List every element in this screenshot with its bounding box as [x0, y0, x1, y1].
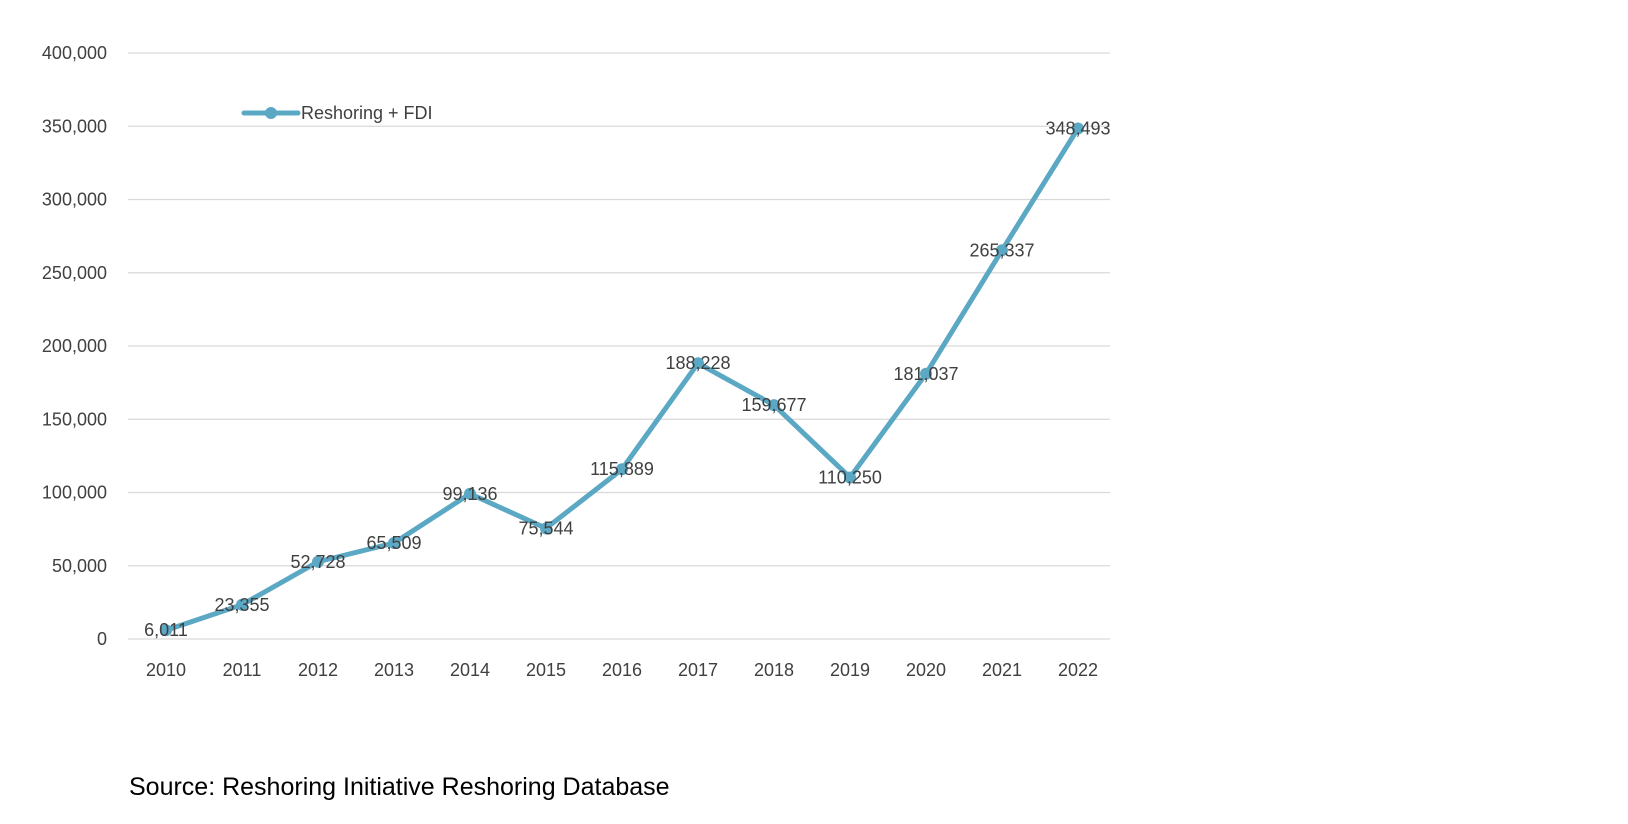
y-tick-label: 100,000 — [42, 483, 107, 503]
series-reshoring-fdi — [160, 122, 1084, 637]
y-tick-label: 0 — [97, 629, 107, 649]
x-axis-ticks: 2010 2011 2012 2013 2014 2015 2016 2017 2018 2019… — [146, 660, 1098, 680]
data-label: 99,136 — [442, 484, 497, 504]
x-tick-label: 2010 — [146, 660, 186, 680]
y-tick-label: 400,000 — [42, 43, 107, 63]
x-tick-label: 2011 — [223, 660, 262, 680]
x-tick-label: 2022 — [1058, 660, 1098, 680]
data-label: 110,250 — [818, 467, 882, 487]
y-tick-label: 50,000 — [52, 556, 107, 576]
data-point — [312, 555, 324, 568]
x-tick-label: 2013 — [374, 660, 414, 680]
x-tick-label: 2015 — [526, 660, 566, 680]
data-labels: 6,011 23,355 52,728 65,509 99,136 75,544 115,8… — [144, 118, 1110, 640]
data-point — [464, 487, 476, 500]
y-tick-label: 300,000 — [42, 190, 107, 210]
data-label: 159,677 — [741, 395, 806, 415]
data-point — [616, 463, 628, 476]
data-label: 52,728 — [290, 552, 345, 572]
gridlines — [128, 52, 1110, 640]
data-point — [920, 367, 932, 380]
y-tick-label: 350,000 — [42, 116, 107, 136]
x-tick-label: 2018 — [754, 660, 794, 680]
y-axis-ticks: 0 50,000 100,000 150,000 200,000 250,000 300,0… — [42, 43, 107, 649]
data-label: 115,889 — [590, 459, 654, 479]
data-point — [844, 471, 856, 484]
data-label: 75,544 — [518, 518, 573, 538]
x-tick-label: 2019 — [830, 660, 870, 680]
y-tick-label: 250,000 — [42, 263, 107, 283]
data-label: 23,355 — [214, 595, 269, 615]
data-point — [692, 357, 704, 370]
data-label: 348,493 — [1045, 118, 1110, 138]
legend-label: Reshoring + FDI — [301, 103, 433, 123]
x-tick-label: 2017 — [678, 660, 718, 680]
data-point — [768, 399, 780, 412]
x-tick-label: 2016 — [602, 660, 642, 680]
data-label: 181,037 — [893, 364, 958, 384]
data-point — [388, 537, 400, 550]
x-tick-label: 2021 — [982, 660, 1022, 680]
x-tick-label: 2020 — [906, 660, 946, 680]
data-point — [236, 598, 248, 611]
x-tick-label: 2014 — [450, 660, 490, 680]
source-note: Source: Reshoring Initiative Reshoring D… — [129, 773, 670, 801]
data-point — [1072, 122, 1084, 135]
y-tick-label: 150,000 — [42, 409, 107, 429]
data-label: 6,011 — [144, 620, 188, 640]
data-label: 265,337 — [969, 240, 1034, 260]
data-label: 188,228 — [665, 353, 730, 373]
data-point — [160, 624, 172, 637]
data-label: 65,509 — [366, 533, 421, 553]
legend: Reshoring + FDI — [241, 103, 433, 123]
x-tick-label: 2012 — [298, 660, 338, 680]
y-tick-label: 200,000 — [42, 336, 107, 356]
data-point — [540, 522, 552, 535]
data-point — [996, 244, 1008, 257]
legend-point-marker — [265, 107, 277, 119]
